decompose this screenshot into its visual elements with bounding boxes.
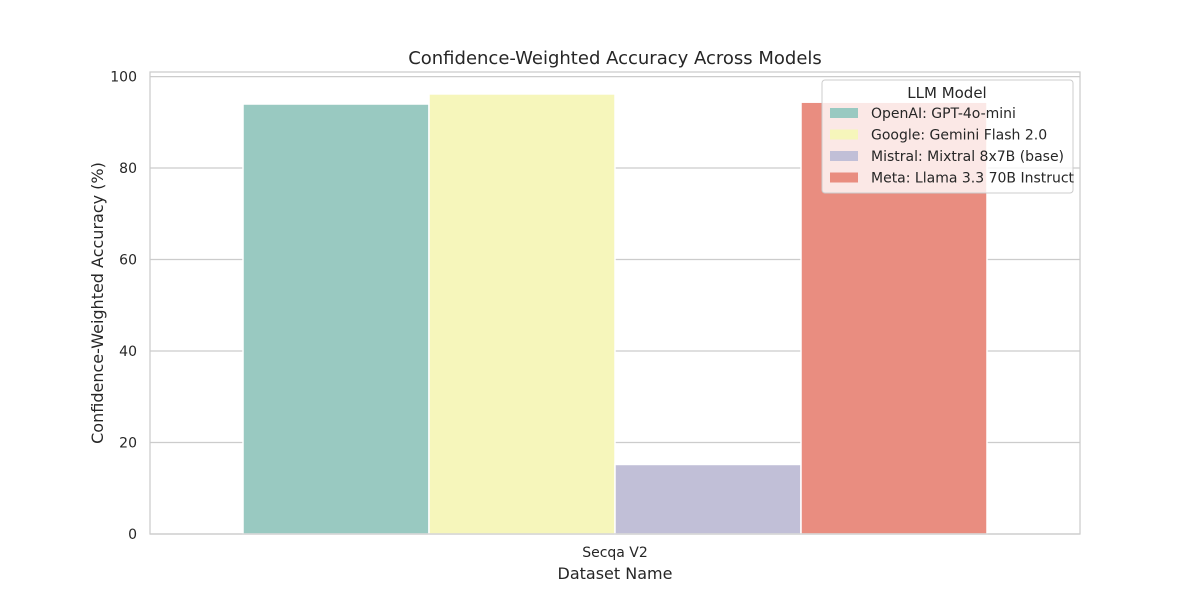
- y-axis-title: Confidence-Weighted Accuracy (%): [88, 162, 107, 444]
- x-tick-label: Secqa V2: [582, 545, 648, 561]
- legend-box: [821, 79, 1074, 194]
- legend-label: Google: Gemini Flash 2.0: [871, 128, 1047, 144]
- y-tick-label: 100: [110, 70, 137, 86]
- legend-items: OpenAI: GPT-4o-mini Google: Gemini Flash …: [830, 106, 1075, 187]
- bar: [242, 103, 430, 535]
- y-tick-label: 80: [119, 161, 137, 177]
- y-tick-label: 20: [119, 436, 137, 452]
- x-axis-title: Dataset Name: [558, 564, 673, 583]
- y-tick-labels: 0 20 40 60 80 100: [110, 70, 137, 543]
- legend-swatch: [830, 129, 858, 140]
- chart-title: Confidence-Weighted Accuracy Across Mode…: [408, 48, 822, 69]
- legend-swatch: [830, 108, 858, 118]
- y-tick-label: 40: [119, 344, 137, 360]
- legend: LLM Model OpenAI: GPT-4o-mini Google: Gem…: [821, 79, 1075, 194]
- bar: [614, 463, 802, 535]
- bar: [428, 93, 616, 535]
- plot-frame: [149, 71, 1081, 535]
- legend-swatch: [830, 172, 858, 183]
- y-tick-label: 0: [128, 527, 137, 543]
- legend-swatch: [830, 151, 858, 161]
- legend-label: OpenAI: GPT-4o-mini: [871, 106, 1016, 122]
- y-tick-label: 60: [119, 253, 137, 269]
- legend-title: LLM Model: [907, 84, 986, 102]
- legend-label: Meta: Llama 3.3 70B Instruct: [871, 171, 1075, 187]
- legend-label: Mistral: Mixtral 8x7B (base): [871, 149, 1064, 165]
- x-tick-labels: Secqa V2: [582, 545, 648, 561]
